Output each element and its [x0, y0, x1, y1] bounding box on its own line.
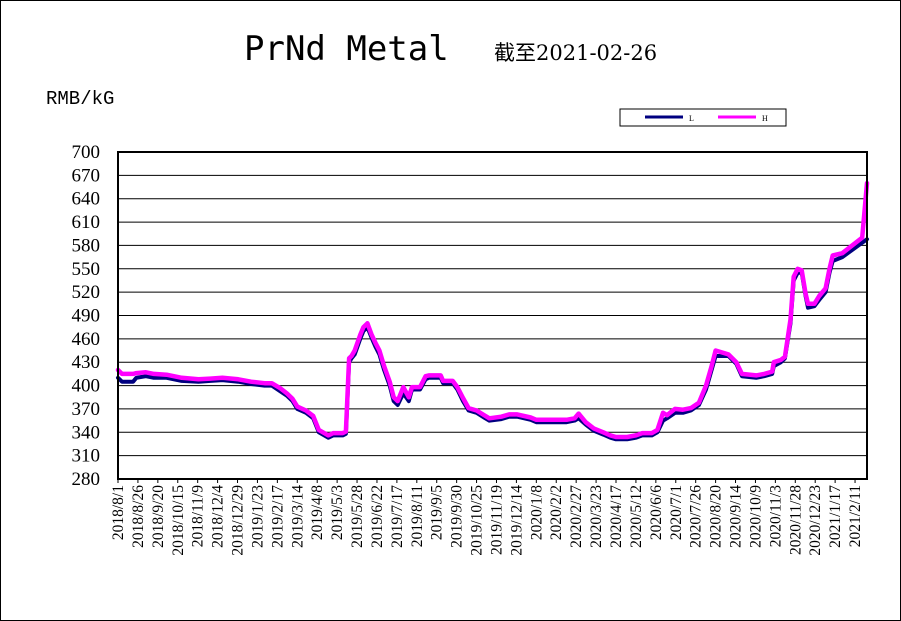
legend-label-l: L	[689, 114, 694, 123]
x-tick-label: 2019/9/30	[449, 485, 466, 548]
x-tick-label: 2020/3/23	[588, 485, 605, 548]
legend-box	[619, 108, 787, 127]
x-tick-label: 2019/7/17	[389, 485, 406, 548]
x-tick-label: 2018/11/9	[190, 485, 207, 548]
x-tick-label: 2020/2/27	[568, 485, 585, 548]
x-tick-label: 2019/5/3	[329, 485, 346, 540]
plot-area	[117, 151, 868, 480]
y-tick-label: 670	[72, 165, 101, 186]
x-tick-label: 2018/12/29	[230, 485, 247, 556]
x-axis-ticks: 2018/8/1 2018/8/26 2018/9/20 2018/10/15 2018…	[110, 479, 864, 556]
y-tick-label: 310	[72, 446, 101, 467]
x-tick-label: 2018/8/26	[130, 485, 147, 548]
x-tick-label: 2020/4/17	[608, 485, 625, 548]
y-tick-label: 580	[72, 235, 101, 256]
x-tick-label: 2018/12/4	[210, 485, 227, 548]
unit-label: RMB/kG	[46, 88, 114, 110]
x-tick-label: 2019/1/23	[249, 485, 266, 548]
x-tick-label: 2018/9/20	[150, 485, 167, 548]
x-tick-label: 2019/9/5	[429, 485, 446, 540]
gridlines	[118, 174, 867, 457]
x-tick-label: 2020/2/2	[548, 485, 565, 540]
y-tick-label: 640	[72, 189, 101, 210]
x-tick-label: 2020/12/23	[807, 485, 824, 556]
y-tick-label: 700	[72, 142, 101, 163]
x-tick-label: 2020/1/8	[528, 485, 545, 540]
x-tick-label: 2020/6/6	[648, 485, 665, 540]
y-tick-label: 280	[72, 469, 101, 490]
x-tick-label: 2020/7/1	[668, 485, 685, 540]
y-tick-label: 400	[72, 376, 101, 397]
y-tick-label: 490	[72, 306, 101, 327]
x-tick-label: 2019/12/14	[508, 485, 525, 556]
x-tick-label: 2020/9/14	[728, 485, 745, 548]
x-tick-label: 2019/3/14	[289, 485, 306, 548]
y-tick-label: 610	[72, 212, 101, 233]
y-tick-label: 340	[72, 422, 101, 443]
y-tick-label: 430	[72, 352, 101, 373]
y-tick-label: 460	[72, 329, 101, 350]
x-tick-label: 2018/8/1	[110, 485, 127, 540]
x-tick-label: 2020/7/26	[688, 485, 705, 548]
x-tick-label: 2020/8/20	[708, 485, 725, 548]
x-tick-label: 2019/10/25	[469, 485, 486, 556]
plot-lines	[115, 180, 870, 442]
x-tick-label: 2018/10/15	[170, 485, 187, 556]
x-tick-label: 2019/11/19	[488, 485, 505, 555]
series-line-h	[115, 180, 870, 440]
y-tick-label: 370	[72, 399, 101, 420]
legend: L H	[619, 108, 787, 127]
x-tick-label: 2019/8/11	[409, 485, 426, 547]
x-tick-label: 2019/5/28	[349, 485, 366, 548]
x-tick-label: 2021/1/17	[827, 485, 844, 548]
x-tick-label: 2019/6/22	[369, 485, 386, 548]
chart-subtitle: 截至2021-02-26	[494, 41, 657, 65]
x-tick-label: 2020/11/28	[787, 485, 804, 555]
chart-title: PrNd Metal	[244, 29, 449, 69]
y-tick-label: 520	[72, 282, 101, 303]
y-tick-label: 550	[72, 259, 101, 280]
x-tick-label: 2021/2/11	[847, 485, 864, 547]
x-tick-label: 2020/5/12	[628, 485, 645, 548]
x-tick-label: 2019/4/8	[309, 485, 326, 540]
x-tick-label: 2020/11/3	[767, 485, 784, 548]
x-tick-label: 2020/10/9	[747, 485, 764, 548]
legend-label-h: H	[762, 114, 768, 123]
x-tick-label: 2019/2/17	[269, 485, 286, 548]
